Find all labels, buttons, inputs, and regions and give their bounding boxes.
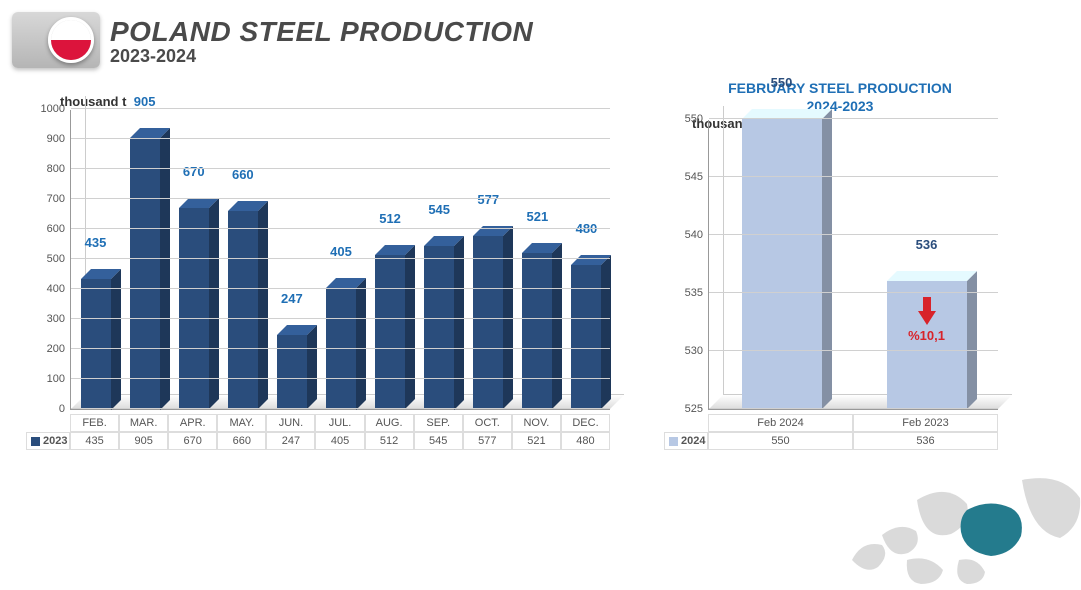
bar — [742, 119, 822, 409]
xaxis-category: Feb 2024 — [708, 414, 853, 432]
bar — [228, 211, 258, 409]
xaxis-value: 660 — [217, 432, 266, 450]
title-block: POLAND STEEL PRODUCTION 2023-2024 — [110, 12, 533, 67]
xaxis-category: DEC. — [561, 414, 610, 432]
xaxis-category: SEP. — [414, 414, 463, 432]
xaxis-value: 545 — [414, 432, 463, 450]
header: POLAND STEEL PRODUCTION 2023-2024 — [0, 0, 1081, 68]
bar-value-label: 670 — [183, 164, 205, 179]
poland-flag-icon — [48, 17, 94, 63]
xaxis-value: 550 — [708, 432, 853, 450]
xaxis-value: 512 — [365, 432, 414, 450]
xaxis-value: 521 — [512, 432, 561, 450]
bar-value-label: 577 — [477, 192, 499, 207]
bar-value-label: 545 — [428, 202, 450, 217]
bar — [130, 138, 160, 410]
xaxis-category: AUG. — [365, 414, 414, 432]
bar-value-label: 405 — [330, 244, 352, 259]
xaxis-value: 577 — [463, 432, 512, 450]
page-subtitle: 2023-2024 — [110, 46, 533, 67]
bar — [571, 265, 601, 409]
bar-value-label: 550 — [771, 75, 793, 90]
xaxis-values: 2023435905670660247405512545577521480 — [26, 432, 610, 450]
chart-title-line1: FEBRUARY STEEL PRODUCTION — [728, 80, 952, 96]
bar-value-label: 435 — [85, 235, 107, 250]
bar-value-label: 512 — [379, 211, 401, 226]
xaxis-categories: FEB.MAR.APR.MAY.JUN.JUL.AUG.SEP.OCT.NOV.… — [70, 414, 610, 432]
legend-series: 2023 — [26, 432, 70, 450]
xaxis-value: 670 — [168, 432, 217, 450]
xaxis-category: NOV. — [512, 414, 561, 432]
europe-map-icon — [847, 420, 1081, 590]
xaxis-category: MAY. — [217, 414, 266, 432]
bar — [522, 253, 552, 409]
xaxis-category: OCT. — [463, 414, 512, 432]
xaxis-value: 905 — [119, 432, 168, 450]
bar — [81, 279, 111, 410]
down-arrow-icon — [918, 297, 936, 325]
bar-value-label: 905 — [134, 94, 156, 109]
xaxis-value: 405 — [315, 432, 364, 450]
bar — [473, 236, 503, 409]
bar-value-label: 660 — [232, 167, 254, 182]
flag-badge — [12, 12, 100, 68]
legend-series: 2024 — [664, 432, 708, 450]
chart-feb-compare: FEBRUARY STEEL PRODUCTION 2024-2023 thou… — [650, 80, 1030, 460]
xaxis-category: JUL. — [315, 414, 364, 432]
xaxis-category: FEB. — [70, 414, 119, 432]
bar-value-label: 536 — [916, 237, 938, 252]
chart-2023-monthly: thousand t 43590567066024740551254557752… — [20, 80, 620, 460]
xaxis-category: MAR. — [119, 414, 168, 432]
bar — [277, 335, 307, 409]
xaxis-value: 480 — [561, 432, 610, 450]
page-title: POLAND STEEL PRODUCTION — [110, 16, 533, 48]
pct-change-label: %10,1 — [908, 328, 945, 343]
bar — [424, 246, 454, 410]
xaxis-category: JUN. — [266, 414, 315, 432]
bar-value-label: 247 — [281, 291, 303, 306]
xaxis-category: APR. — [168, 414, 217, 432]
xaxis-value: 435 — [70, 432, 119, 450]
plot-area: 435905670660247405512545577521480 010020… — [70, 110, 610, 410]
bar — [375, 255, 405, 409]
bar-value-label: 521 — [527, 209, 549, 224]
plot-area: 550536%10,1 525530535540545550 — [708, 120, 998, 410]
xaxis-value: 247 — [266, 432, 315, 450]
